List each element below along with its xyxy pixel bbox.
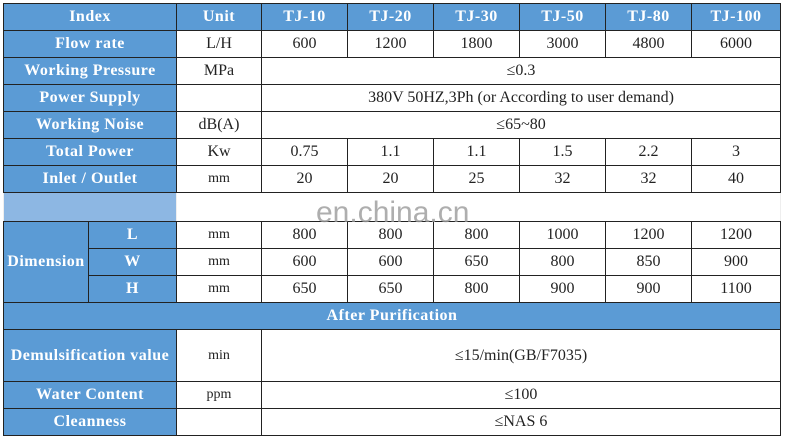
value-cell: 1100: [691, 275, 781, 303]
dimension-label: Dimension: [3, 221, 89, 303]
blank-cell: [3, 192, 177, 222]
value-cell: 25: [433, 165, 520, 193]
unit-cell: mm: [176, 248, 262, 276]
value-cell: 650: [433, 248, 520, 276]
row-label: Flow rate: [3, 30, 177, 58]
unit-cell: ppm: [176, 381, 262, 409]
value-cell: 380V 50HZ,3Ph (or According to user dema…: [261, 84, 781, 112]
value-cell: 800: [261, 221, 348, 249]
value-cell: 6000: [691, 30, 781, 58]
dimension-l-row: Dimension L mm 800 800 800 1000 1200 120…: [3, 221, 781, 303]
model-header: TJ-100: [691, 3, 781, 31]
value-cell: 20: [261, 165, 348, 193]
power-supply-row: Power Supply 380V 50HZ,3Ph (or According…: [3, 84, 781, 112]
model-header: TJ-20: [347, 3, 434, 31]
sub-label: H: [88, 275, 177, 303]
model-header: TJ-10: [261, 3, 348, 31]
value-cell: 40: [691, 165, 781, 193]
sub-label: L: [88, 221, 177, 249]
unit-header: Unit: [176, 3, 262, 31]
value-cell: 800: [519, 248, 606, 276]
value-cell: 2.2: [605, 138, 692, 166]
value-cell: 32: [605, 165, 692, 193]
index-header: Index: [3, 3, 177, 31]
sub-label: W: [88, 248, 177, 276]
row-label: Inlet / Outlet: [3, 165, 177, 193]
value-cell: 3000: [519, 30, 606, 58]
row-label: Demulsification value: [3, 329, 177, 382]
value-cell: 600: [261, 248, 348, 276]
value-cell: 1800: [433, 30, 520, 58]
value-cell: 1200: [347, 30, 434, 58]
working-pressure-row: Working Pressure MPa ≤0.3: [3, 57, 781, 85]
value-cell: 1.1: [347, 138, 434, 166]
total-power-row: Total Power Kw 0.75 1.1 1.1 1.5 2.2 3: [3, 138, 781, 166]
spec-table: Index Unit TJ-10 TJ-20 TJ-30 TJ-50 TJ-80…: [3, 3, 781, 436]
value-cell: 900: [691, 248, 781, 276]
dimension-h-row: H mm 650 650 800 900 900 1100: [4, 275, 781, 303]
value-cell: 900: [519, 275, 606, 303]
unit-cell: mm: [176, 275, 262, 303]
value-cell: ≤65~80: [261, 111, 781, 139]
row-label: Working Noise: [3, 111, 177, 139]
row-label: Working Pressure: [3, 57, 177, 85]
value-cell: 3: [691, 138, 781, 166]
value-cell: 1200: [605, 221, 692, 249]
value-cell: 4800: [605, 30, 692, 58]
value-cell: 800: [433, 275, 520, 303]
after-purification-row: After Purification: [3, 302, 781, 330]
unit-cell: MPa: [176, 57, 262, 85]
cleanness-row: Cleanness ≤NAS 6: [3, 408, 781, 436]
value-cell: ≤0.3: [261, 57, 781, 85]
model-header: TJ-50: [519, 3, 606, 31]
value-cell: 0.75: [261, 138, 348, 166]
row-label: Cleanness: [3, 408, 177, 436]
row-label: Water Content: [3, 381, 177, 409]
model-header: TJ-80: [605, 3, 692, 31]
value-cell: 32: [519, 165, 606, 193]
unit-cell: [176, 408, 262, 436]
row-label: Power Supply: [3, 84, 177, 112]
value-cell: 900: [605, 275, 692, 303]
value-cell: 1000: [519, 221, 606, 249]
unit-cell: min: [176, 329, 262, 382]
unit-cell: mm: [176, 221, 262, 249]
value-cell: 650: [347, 275, 434, 303]
water-content-row: Water Content ppm ≤100: [3, 381, 781, 409]
unit-cell: [176, 84, 262, 112]
demulsification-row: Demulsification value min ≤15/min(GB/F70…: [3, 329, 781, 382]
value-cell: 1.5: [519, 138, 606, 166]
unit-cell: dB(A): [176, 111, 262, 139]
value-cell: 20: [347, 165, 434, 193]
value-cell: ≤NAS 6: [261, 408, 781, 436]
working-noise-row: Working Noise dB(A) ≤65~80: [3, 111, 781, 139]
value-cell: 1.1: [433, 138, 520, 166]
value-cell: ≤15/min(GB/F7035): [261, 329, 781, 382]
inlet-outlet-row: Inlet / Outlet mm 20 20 25 32 32 40: [3, 165, 781, 193]
value-cell: 650: [261, 275, 348, 303]
value-cell: ≤100: [261, 381, 781, 409]
value-cell: 800: [433, 221, 520, 249]
value-cell: 850: [605, 248, 692, 276]
dimension-w-row: W mm 600 600 650 800 850 900: [4, 248, 781, 276]
header-row: Index Unit TJ-10 TJ-20 TJ-30 TJ-50 TJ-80…: [3, 3, 781, 31]
blank-cell: [176, 192, 781, 222]
unit-cell: L/H: [176, 30, 262, 58]
value-cell: 1200: [691, 221, 781, 249]
value-cell: 600: [347, 248, 434, 276]
unit-cell: mm: [176, 165, 262, 193]
section-heading: After Purification: [3, 302, 781, 330]
model-header: TJ-30: [433, 3, 520, 31]
watermark: en.china.cn: [316, 196, 470, 229]
unit-cell: Kw: [176, 138, 262, 166]
row-label: Total Power: [3, 138, 177, 166]
flow-rate-row: Flow rate L/H 600 1200 1800 3000 4800 60…: [3, 30, 781, 58]
value-cell: 600: [261, 30, 348, 58]
value-cell: 800: [347, 221, 434, 249]
